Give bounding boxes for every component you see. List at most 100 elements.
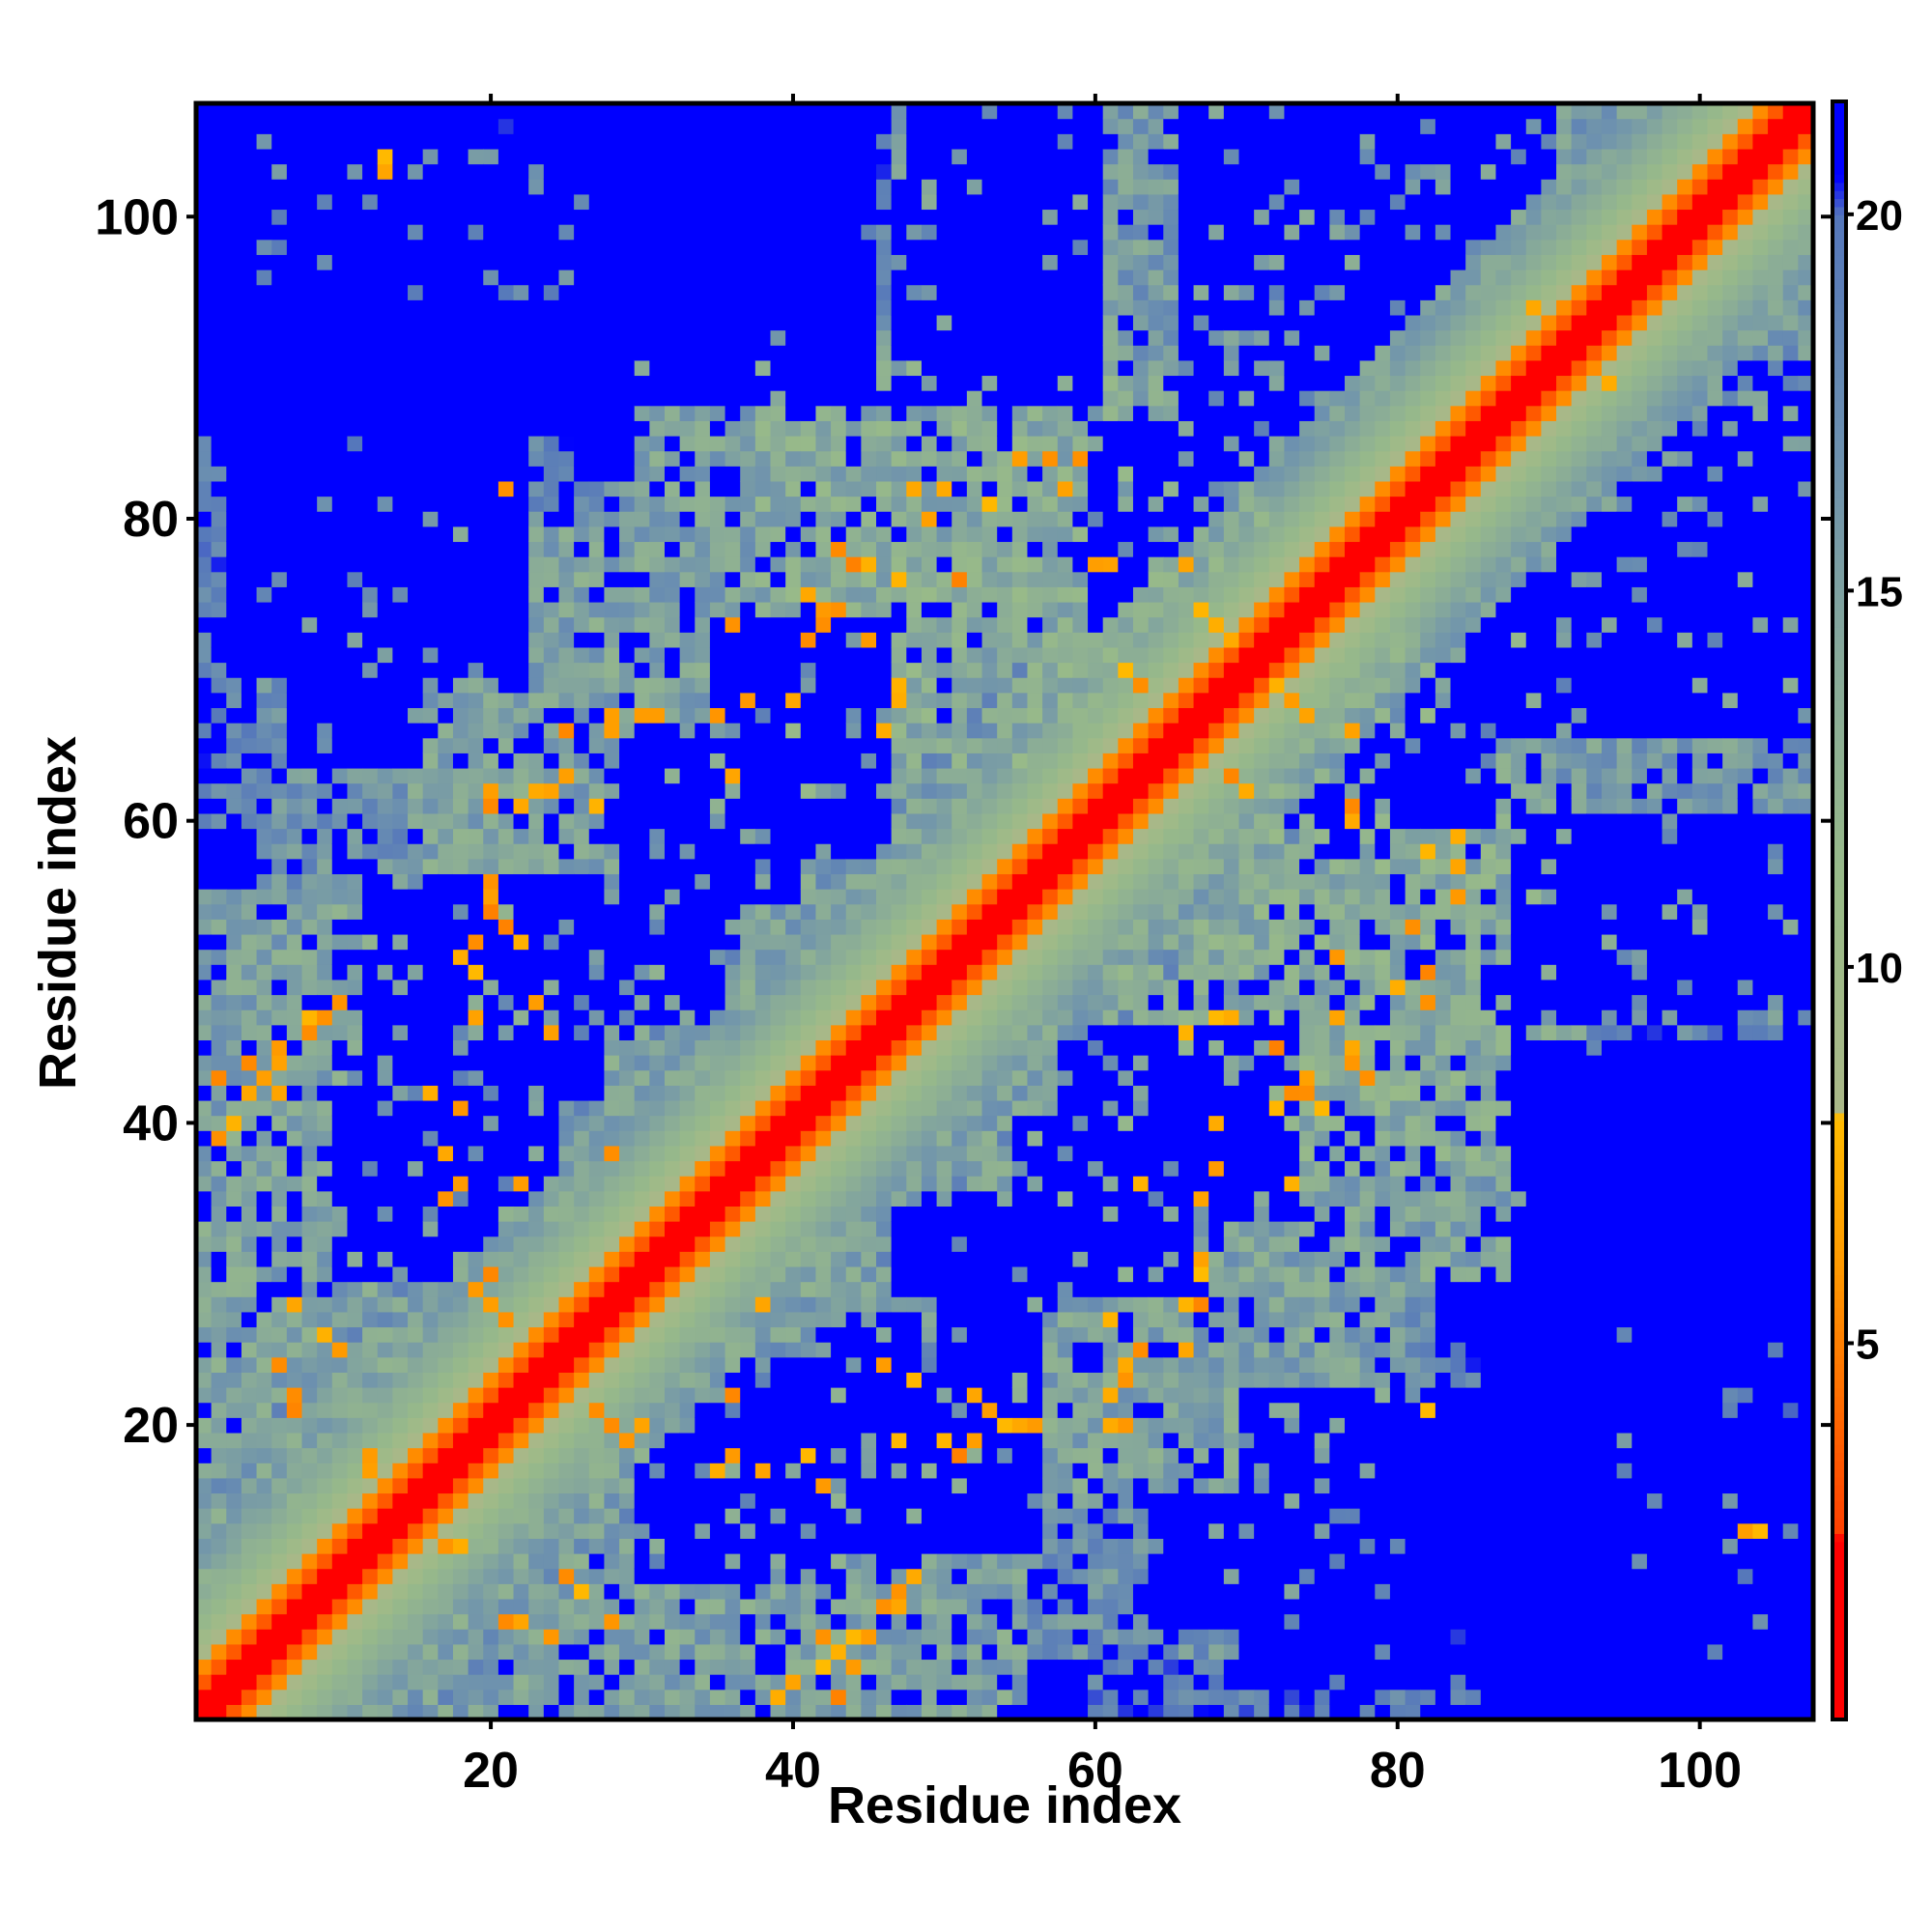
heatmap-cell — [286, 933, 303, 951]
heatmap-cell — [196, 239, 213, 255]
heatmap-cell — [558, 239, 575, 255]
heatmap-cell — [468, 466, 484, 482]
heatmap-cell — [891, 1251, 907, 1267]
heatmap-cell — [845, 1326, 862, 1343]
heatmap-cell — [241, 889, 258, 905]
heatmap-cell — [724, 239, 741, 255]
heatmap-cell — [740, 1432, 756, 1449]
heatmap-cell — [664, 964, 681, 980]
heatmap-cell — [695, 1176, 711, 1192]
heatmap-cell — [377, 133, 393, 150]
heatmap-cell — [301, 723, 318, 739]
heatmap-cell — [634, 632, 650, 648]
heatmap-cell — [754, 994, 772, 1010]
heatmap-cell — [513, 359, 529, 377]
heatmap-cell — [588, 1417, 606, 1434]
heatmap-cell — [649, 737, 666, 753]
heatmap-cell — [301, 692, 318, 709]
heatmap-cell — [709, 964, 726, 980]
heatmap-cell — [362, 873, 379, 890]
heatmap-cell — [497, 511, 515, 527]
heatmap-cell — [891, 1055, 907, 1071]
heatmap-cell — [362, 1583, 379, 1600]
heatmap-cell — [241, 1236, 258, 1252]
heatmap-cell — [468, 1251, 484, 1267]
heatmap-cell — [452, 677, 469, 694]
heatmap-cell — [286, 1447, 303, 1463]
heatmap-cell — [196, 1553, 213, 1570]
heatmap-cell — [679, 480, 696, 497]
heatmap-cell — [317, 1206, 333, 1222]
heatmap-cell — [724, 1221, 741, 1237]
heatmap-cell — [438, 1674, 454, 1690]
heatmap-cell — [770, 616, 786, 633]
heatmap-cell — [528, 919, 545, 935]
heatmap-cell — [604, 949, 620, 965]
heatmap-cell — [271, 1296, 288, 1313]
heatmap-cell — [286, 1387, 303, 1404]
heatmap-cell — [256, 1236, 272, 1252]
heatmap-cell — [468, 1221, 484, 1237]
heatmap-cell — [422, 632, 439, 648]
heatmap-cell — [317, 118, 333, 134]
heatmap-cell — [438, 1024, 454, 1041]
heatmap-cell — [226, 903, 242, 920]
heatmap-cell — [317, 133, 333, 150]
heatmap-cell — [196, 1326, 213, 1343]
heatmap-cell — [271, 1176, 288, 1192]
heatmap-cell — [770, 1099, 786, 1117]
heatmap-cell — [740, 1689, 756, 1705]
heatmap-cell — [468, 692, 484, 709]
heatmap-cell — [452, 1508, 469, 1524]
heatmap-cell — [452, 1477, 469, 1494]
heatmap-cell — [226, 390, 242, 407]
heatmap-cell — [604, 1236, 620, 1252]
heatmap-cell — [408, 723, 424, 739]
heatmap-cell — [574, 209, 590, 225]
heatmap-cell — [211, 571, 227, 587]
heatmap-cell — [483, 1432, 499, 1449]
heatmap-cell — [483, 1024, 499, 1041]
heatmap-cell — [392, 1342, 409, 1358]
heatmap-cell — [317, 1613, 333, 1630]
heatmap-cell — [649, 1206, 666, 1222]
heatmap-cell — [770, 209, 786, 225]
heatmap-cell — [876, 662, 893, 678]
heatmap-cell — [377, 812, 393, 830]
heatmap-cell — [679, 858, 696, 875]
heatmap-cell — [815, 269, 832, 286]
heatmap-cell — [438, 526, 454, 543]
heatmap-cell — [876, 843, 893, 860]
heatmap-cell — [241, 586, 258, 603]
heatmap-cell — [468, 239, 484, 255]
heatmap-cell — [347, 1463, 363, 1479]
heatmap-cell — [271, 903, 288, 920]
heatmap-cell — [876, 359, 893, 377]
heatmap-cell — [362, 662, 379, 678]
heatmap-cell — [891, 1281, 907, 1297]
heatmap-cell — [740, 193, 756, 211]
heatmap-cell — [574, 1583, 590, 1600]
heatmap-cell — [196, 1130, 213, 1147]
heatmap-cell — [740, 390, 756, 407]
heatmap-cell — [286, 526, 303, 543]
heatmap-cell — [528, 1009, 545, 1026]
heatmap-cell — [256, 1024, 272, 1041]
heatmap-cell — [286, 148, 303, 165]
heatmap-cell — [800, 148, 817, 165]
heatmap-cell — [815, 148, 832, 165]
heatmap-cell — [483, 1583, 499, 1600]
heatmap-cell — [619, 1387, 636, 1404]
heatmap-cell — [408, 1069, 424, 1086]
heatmap-cell — [619, 1145, 636, 1162]
heatmap-cell — [452, 450, 469, 467]
heatmap-cell — [679, 435, 696, 452]
heatmap-cell — [362, 1659, 379, 1675]
heatmap-cell — [211, 269, 227, 286]
heatmap-cell — [558, 1629, 575, 1645]
heatmap-cell — [452, 753, 469, 769]
heatmap-cell — [483, 103, 499, 120]
heatmap-cell — [800, 118, 817, 134]
heatmap-cell — [815, 359, 832, 377]
heatmap-cell — [861, 1674, 877, 1690]
